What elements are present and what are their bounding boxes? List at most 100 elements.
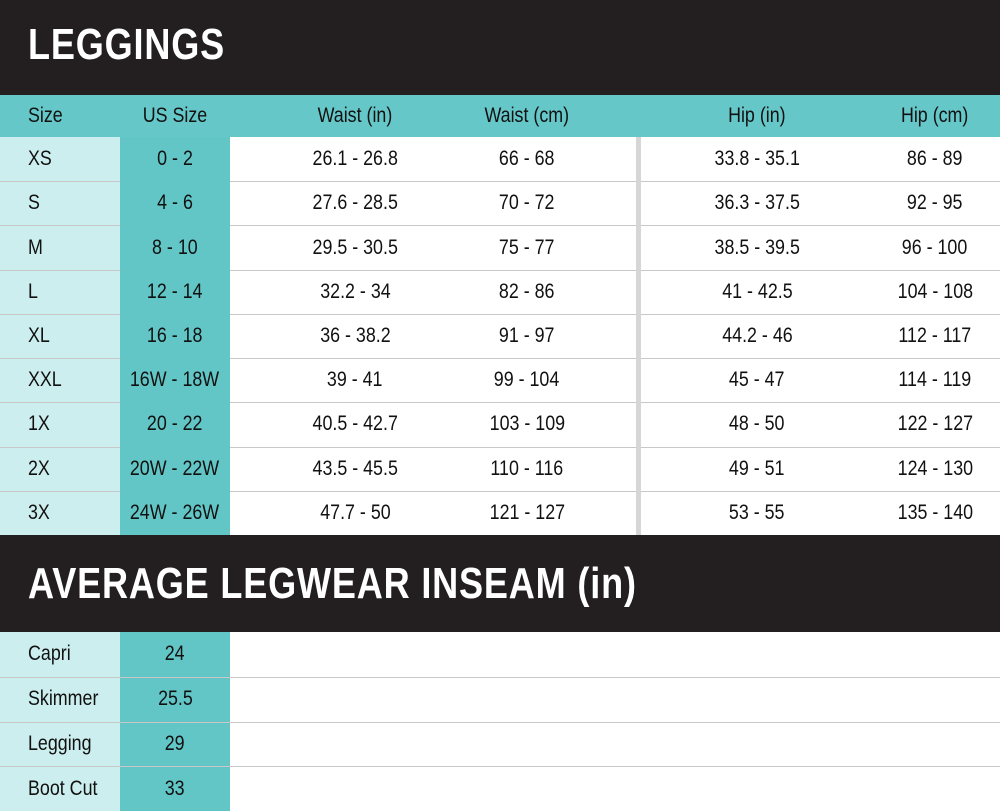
row-divider bbox=[0, 446, 120, 448]
table-cell: 104 - 108 bbox=[860, 270, 1000, 314]
row-divider bbox=[641, 181, 1000, 183]
table-cell: 66 - 68 bbox=[452, 137, 602, 181]
table-cell: 4 - 6 bbox=[120, 181, 230, 225]
table-cell-text: L bbox=[28, 279, 38, 303]
table-cell-text: 48 - 50 bbox=[729, 412, 785, 436]
row-divider bbox=[230, 313, 636, 315]
table-cell: 110 - 116 bbox=[452, 447, 602, 491]
table-cell-text: 1X bbox=[28, 412, 50, 436]
table-cell: 20 - 22 bbox=[120, 402, 230, 446]
table-cell: 26.1 - 26.8 bbox=[280, 137, 430, 181]
table-cell: 36.3 - 37.5 bbox=[682, 181, 832, 225]
table-cell: 32.2 - 34 bbox=[280, 270, 430, 314]
column-header: Size bbox=[28, 95, 118, 137]
table-cell-text: 135 - 140 bbox=[897, 500, 973, 524]
table-cell-text: 41 - 42.5 bbox=[721, 279, 793, 303]
row-divider bbox=[0, 721, 1000, 723]
column-divider bbox=[636, 137, 641, 535]
table-cell: 16 - 18 bbox=[120, 314, 230, 358]
table-cell: XXL bbox=[28, 358, 118, 402]
row-divider bbox=[641, 313, 1000, 315]
table-cell-text: 38.5 - 39.5 bbox=[714, 235, 800, 259]
leggings-title-band: LEGGINGS bbox=[0, 0, 1000, 95]
table-cell-text: 20 - 22 bbox=[147, 412, 203, 436]
table-cell: L bbox=[28, 270, 118, 314]
table-cell-text: 103 - 109 bbox=[489, 412, 565, 436]
row-divider bbox=[0, 269, 120, 271]
table-cell-text: 26.1 - 26.8 bbox=[312, 147, 398, 171]
table-cell-text: 122 - 127 bbox=[897, 412, 973, 436]
table-cell-text: 36.3 - 37.5 bbox=[714, 191, 800, 215]
table-cell-text: 114 - 119 bbox=[898, 368, 972, 392]
table-cell-text: 66 - 68 bbox=[499, 147, 555, 171]
page-title: LEGGINGS bbox=[28, 20, 226, 69]
table-cell: 43.5 - 45.5 bbox=[280, 447, 430, 491]
table-cell-text: 3X bbox=[28, 500, 50, 524]
table-cell: 96 - 100 bbox=[860, 225, 1000, 269]
row-divider bbox=[230, 446, 636, 448]
table-cell-text: 24W - 26W bbox=[130, 500, 220, 524]
table-cell-text: 0 - 2 bbox=[157, 147, 193, 171]
table-cell: 8 - 10 bbox=[120, 225, 230, 269]
row-divider bbox=[230, 225, 636, 227]
column-header: US Size bbox=[120, 95, 230, 137]
inseam-value: 29 bbox=[120, 722, 230, 767]
table-cell-text: 121 - 127 bbox=[489, 500, 565, 524]
row-divider bbox=[230, 358, 636, 360]
table-cell: 86 - 89 bbox=[860, 137, 1000, 181]
inseam-type-text: Skimmer bbox=[28, 687, 99, 711]
inseam-type-text: Capri bbox=[28, 642, 71, 666]
table-cell: 24W - 26W bbox=[120, 491, 230, 535]
table-cell-text: 29.5 - 30.5 bbox=[312, 235, 398, 259]
column-header-text: Size bbox=[28, 104, 63, 127]
table-cell-text: 110 - 116 bbox=[490, 456, 564, 480]
row-divider bbox=[0, 313, 120, 315]
table-cell-text: 33.8 - 35.1 bbox=[714, 147, 800, 171]
table-cell-text: 2X bbox=[28, 456, 50, 480]
table-cell: 3X bbox=[28, 491, 118, 535]
table-cell: XS bbox=[28, 137, 118, 181]
column-header: Waist (cm) bbox=[452, 95, 602, 137]
table-cell-text: 75 - 77 bbox=[499, 235, 555, 259]
table-cell: 47.7 - 50 bbox=[280, 491, 430, 535]
row-divider bbox=[0, 676, 1000, 678]
table-cell: 40.5 - 42.7 bbox=[280, 402, 430, 446]
inseam-value-text: 33 bbox=[165, 776, 185, 800]
table-cell-text: 99 - 104 bbox=[494, 368, 560, 392]
table-cell: 53 - 55 bbox=[682, 491, 832, 535]
table-cell: 12 - 14 bbox=[120, 270, 230, 314]
inseam-title: AVERAGE LEGWEAR INSEAM (in) bbox=[28, 559, 637, 608]
table-cell: 33.8 - 35.1 bbox=[682, 137, 832, 181]
table-cell-text: 40.5 - 42.7 bbox=[312, 412, 398, 436]
table-cell: 122 - 127 bbox=[860, 402, 1000, 446]
row-divider bbox=[230, 402, 636, 404]
table-cell-text: 45 - 47 bbox=[729, 368, 785, 392]
table-cell-text: 44.2 - 46 bbox=[721, 323, 793, 347]
table-cell: 121 - 127 bbox=[452, 491, 602, 535]
table-cell: 103 - 109 bbox=[452, 402, 602, 446]
table-cell: XL bbox=[28, 314, 118, 358]
table-cell: 82 - 86 bbox=[452, 270, 602, 314]
row-divider bbox=[230, 269, 636, 271]
table-cell-text: 8 - 10 bbox=[152, 235, 198, 259]
table-cell: 114 - 119 bbox=[860, 358, 1000, 402]
table-cell-text: 82 - 86 bbox=[499, 279, 555, 303]
column-header: Hip (cm) bbox=[860, 95, 1000, 137]
table-cell: 36 - 38.2 bbox=[280, 314, 430, 358]
table-cell-text: S bbox=[28, 191, 40, 215]
row-divider bbox=[0, 225, 120, 227]
table-cell: 38.5 - 39.5 bbox=[682, 225, 832, 269]
inseam-type-text: Boot Cut bbox=[28, 776, 98, 800]
table-cell-text: XS bbox=[28, 147, 52, 171]
table-cell: 92 - 95 bbox=[860, 181, 1000, 225]
row-divider bbox=[641, 225, 1000, 227]
inseam-value: 25.5 bbox=[120, 677, 230, 722]
column-header-text: US Size bbox=[142, 104, 208, 127]
inseam-value-text: 25.5 bbox=[157, 687, 193, 711]
table-cell: 124 - 130 bbox=[860, 447, 1000, 491]
table-cell: 27.6 - 28.5 bbox=[280, 181, 430, 225]
table-cell-text: 32.2 - 34 bbox=[319, 279, 391, 303]
table-cell-text: 86 - 89 bbox=[907, 147, 963, 171]
table-cell: 2X bbox=[28, 447, 118, 491]
table-cell: 49 - 51 bbox=[682, 447, 832, 491]
